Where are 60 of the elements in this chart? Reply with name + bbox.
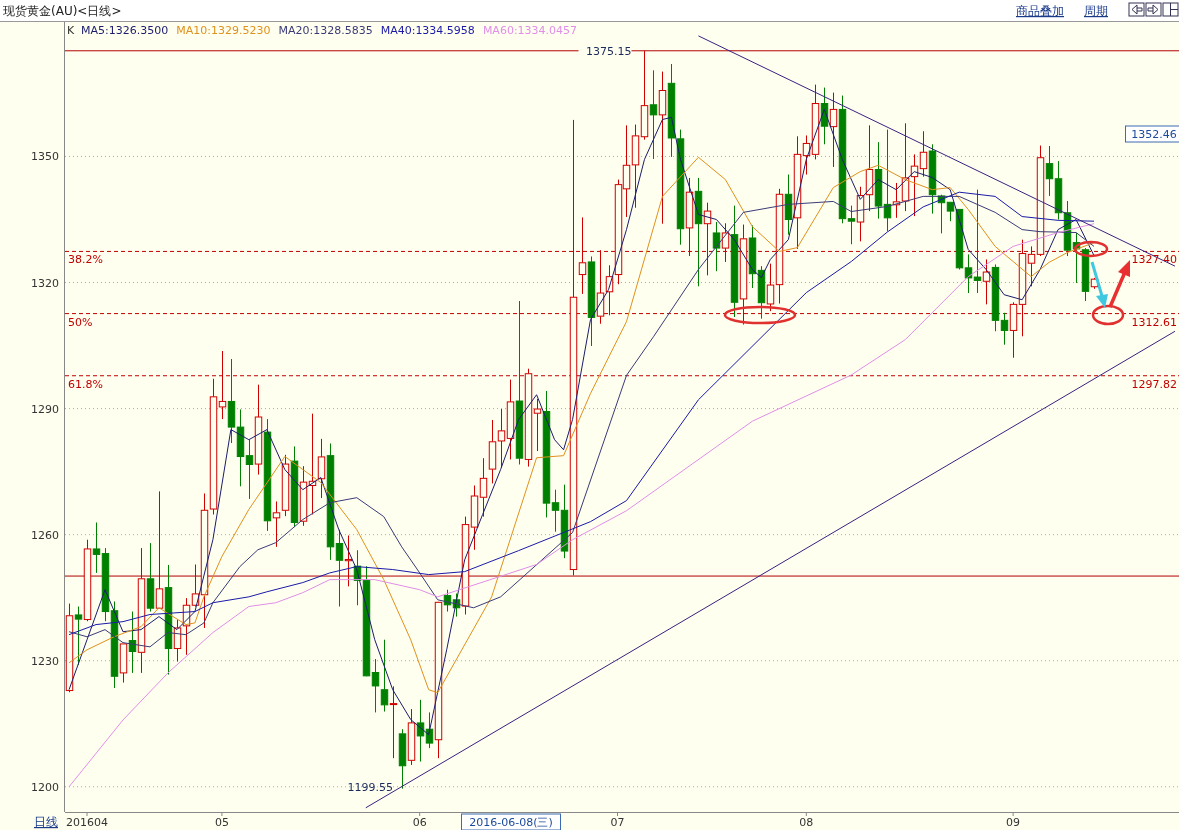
text: MA5:1326.3500 [81, 24, 169, 37]
annotation: 1352.46 [1131, 128, 1177, 141]
annotation: 1199.55 [347, 781, 393, 794]
x-tick-label: 06 [412, 816, 427, 829]
text: MA10:1329.5230 [176, 24, 271, 37]
candlestick [488, 419, 497, 484]
candlestick [631, 124, 640, 209]
annotation: K [67, 24, 75, 37]
y-tick-label: 1200 [31, 780, 59, 794]
candlestick [973, 189, 982, 294]
text: MA60:1334.0457 [482, 24, 578, 37]
text: 日线 [34, 815, 58, 829]
candlestick [371, 658, 380, 713]
candlestick [551, 489, 560, 533]
text: 周期 [1084, 4, 1108, 18]
x-tick-label: 09 [1006, 816, 1021, 829]
candlestick [1009, 301, 1018, 359]
text: 商品叠加 [1016, 4, 1064, 18]
candlestick [236, 408, 245, 487]
x-tick-label: 08 [799, 816, 814, 829]
annotation: 1375.15 [586, 44, 632, 58]
candlestick [146, 542, 155, 613]
x-tick-label: 05 [214, 816, 229, 829]
y-tick-label: 1230 [31, 654, 59, 668]
candlestick [380, 639, 389, 713]
annotation: 50% [68, 315, 93, 329]
candlestick [658, 71, 667, 225]
candlestick [739, 224, 748, 326]
ref-line-label: 1297.82 [1131, 377, 1177, 391]
candlestick [92, 521, 101, 574]
candlestick [1027, 245, 1036, 287]
chart-title: 现货黄金(AU)<日线> [3, 4, 122, 18]
y-tick-label: 1320 [31, 276, 59, 290]
candlestick [640, 50, 649, 141]
candlestick [272, 500, 281, 548]
candlestick [649, 69, 658, 160]
candlestick [1045, 145, 1054, 197]
candlestick [533, 398, 542, 452]
text: 2016-06-08(三) [469, 816, 553, 829]
candlestick [479, 457, 488, 518]
text: MA20:1328.5835 [278, 24, 373, 37]
candlestick [497, 408, 506, 468]
candlestick [506, 379, 515, 460]
candlestick [254, 384, 263, 476]
candlestick [587, 255, 596, 347]
x-tick-label: 201604 [66, 816, 109, 829]
annotation: 38.2% [68, 253, 103, 267]
candlestick [991, 263, 1000, 332]
y-tick-label: 1260 [31, 528, 59, 542]
y-tick-label: 1290 [31, 402, 59, 416]
x-tick-label: 07 [610, 816, 625, 829]
annotation: 61.8% [68, 377, 103, 391]
ref-line-label: 1312.61 [1131, 315, 1177, 329]
candlestick [578, 216, 587, 295]
candlestick [245, 439, 254, 500]
candlestick [470, 484, 479, 551]
candlestick [218, 350, 227, 420]
text: MA40:1334.5958 [380, 24, 475, 37]
candlestick [1054, 160, 1063, 220]
y-tick-label: 1350 [31, 150, 59, 164]
